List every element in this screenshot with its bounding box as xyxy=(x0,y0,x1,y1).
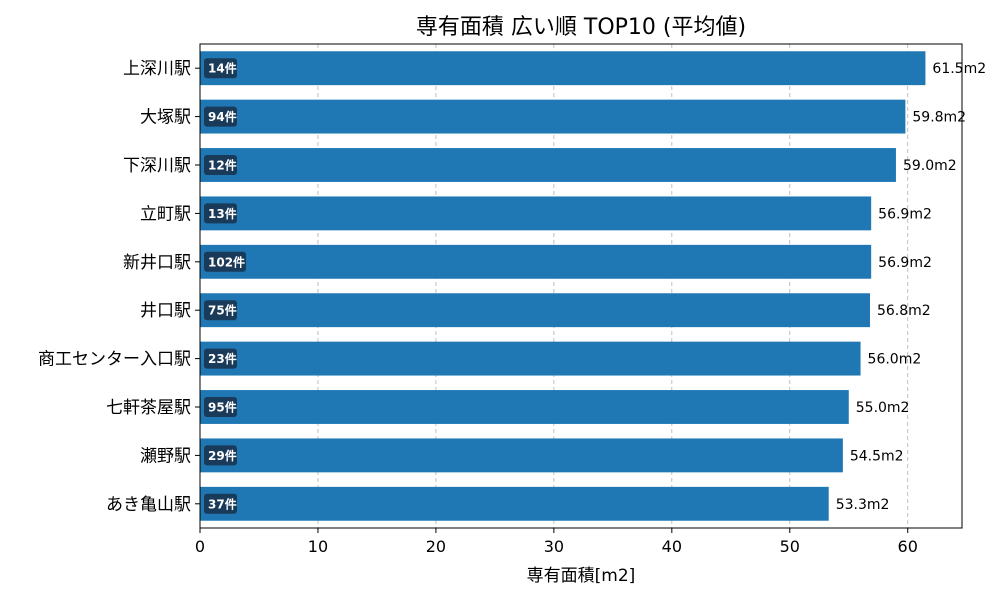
y-tick-label: 七軒茶屋駅 xyxy=(106,398,191,418)
bar xyxy=(200,486,829,521)
bar xyxy=(200,293,870,328)
bar-value-label: 56.9m2 xyxy=(878,255,932,271)
count-badge xyxy=(204,203,237,224)
x-axis-label: 専有面積[m2] xyxy=(527,566,636,586)
bar xyxy=(200,390,849,424)
x-tick-label: 30 xyxy=(544,537,564,556)
y-tick-label: 上深川駅 xyxy=(123,59,191,79)
count-label: 14件 xyxy=(208,61,237,76)
y-tick-label: あき亀山駅 xyxy=(106,495,191,515)
bar xyxy=(200,196,872,231)
bar-value-label: 61.5m2 xyxy=(932,61,986,77)
bar-value-label: 59.8m2 xyxy=(912,110,966,126)
y-tick-label: 井口駅 xyxy=(140,301,191,321)
x-tick-label: 40 xyxy=(662,537,682,556)
bar-value-label: 55.0m2 xyxy=(856,400,910,416)
bar-labels: 61.5m2 14件 59.8m2 94件 59.0m2 12件 56.9m2 13件 56.9… xyxy=(204,58,986,514)
y-tick-label: 大塚駅 xyxy=(140,108,191,128)
y-axis-ticks: 上深川駅大塚駅下深川駅立町駅新井口駅井口駅商工センター入口駅七軒茶屋駅瀬野駅あき… xyxy=(38,59,200,515)
count-badge xyxy=(204,397,237,417)
bar-value-label: 59.0m2 xyxy=(903,158,957,174)
count-label: 29件 xyxy=(208,448,237,463)
count-label: 37件 xyxy=(208,496,237,511)
count-badge xyxy=(204,445,237,466)
bar-value-label: 53.3m2 xyxy=(836,497,890,513)
bars xyxy=(200,51,926,521)
bar-value-label: 56.9m2 xyxy=(878,206,932,222)
bar xyxy=(200,51,926,86)
y-tick-label: 下深川駅 xyxy=(123,156,191,176)
count-label: 102件 xyxy=(208,254,245,269)
count-badge xyxy=(204,348,237,369)
count-label: 12件 xyxy=(208,158,237,173)
count-badge xyxy=(204,58,237,79)
x-tick-label: 20 xyxy=(426,537,446,556)
count-label: 95件 xyxy=(208,400,237,415)
bar xyxy=(200,148,896,182)
bar xyxy=(200,341,861,376)
count-label: 75件 xyxy=(208,303,237,318)
count-badge xyxy=(204,251,246,272)
y-tick-label: 立町駅 xyxy=(140,204,191,224)
x-tick-label: 10 xyxy=(308,537,328,556)
y-tick-label: 瀬野駅 xyxy=(140,446,191,466)
bar xyxy=(200,244,872,279)
count-label: 23件 xyxy=(208,351,237,366)
count-badge xyxy=(204,300,237,321)
count-label: 13件 xyxy=(208,206,237,221)
bar-value-label: 56.8m2 xyxy=(877,303,931,319)
count-label: 94件 xyxy=(208,109,237,124)
x-tick-label: 0 xyxy=(195,537,205,556)
count-badge xyxy=(204,155,237,175)
bar xyxy=(200,438,843,473)
bar-value-label: 56.0m2 xyxy=(868,352,922,368)
count-badge xyxy=(204,493,237,514)
y-tick-label: 商工センター入口駅 xyxy=(38,350,191,370)
x-axis-ticks: 0 10 20 30 40 50 60 xyxy=(195,528,918,556)
chart-title: 専有面積 広い順 TOP10 (平均値) xyxy=(416,15,746,40)
bar xyxy=(200,99,906,134)
plot-frame xyxy=(199,43,963,529)
y-tick-label: 新井口駅 xyxy=(123,253,191,273)
count-badge xyxy=(204,106,237,127)
bar-value-label: 54.5m2 xyxy=(850,448,904,464)
x-tick-label: 50 xyxy=(780,537,800,556)
x-tick-label: 60 xyxy=(898,537,918,556)
